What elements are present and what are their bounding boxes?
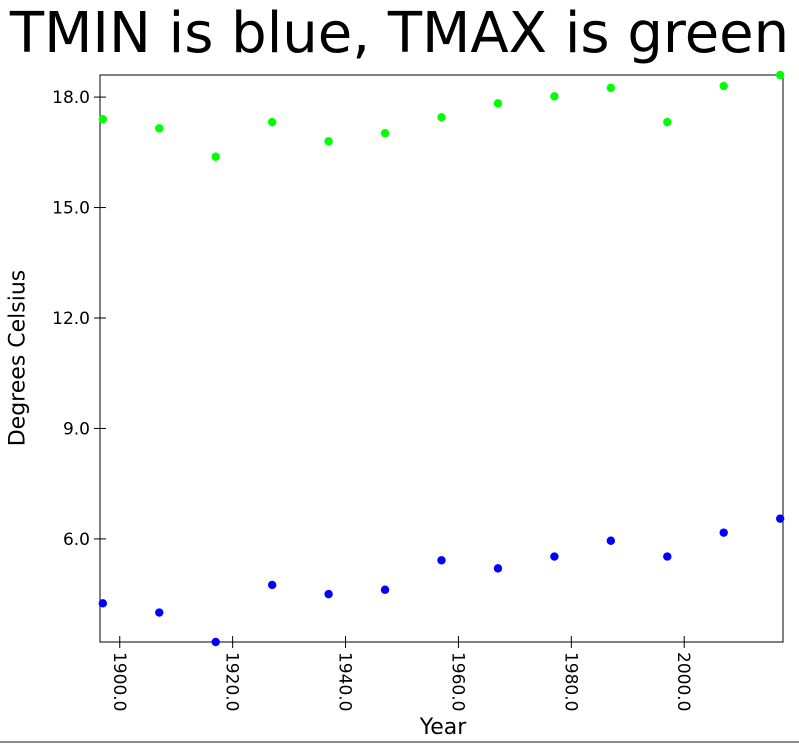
x-tick-label: 1980.0 xyxy=(560,652,580,711)
tmin-point xyxy=(437,556,446,565)
x-tick-label: 1940.0 xyxy=(335,652,355,711)
bottom-divider xyxy=(0,741,799,743)
tmin-point xyxy=(550,552,559,561)
tmin-point xyxy=(211,637,220,647)
tmax-point xyxy=(380,128,390,138)
tmin-point xyxy=(98,599,108,608)
y-tick-label: 12.0 xyxy=(52,309,90,329)
x-tick-label: 1960.0 xyxy=(447,652,467,711)
tmax-point xyxy=(155,124,164,133)
tmin-point xyxy=(606,536,616,545)
x-tick-label: 2000.0 xyxy=(673,652,693,711)
plot-frame xyxy=(99,74,784,643)
tmin-point xyxy=(267,580,277,590)
y-tick-label: 6.0 xyxy=(63,530,90,550)
tmin-point xyxy=(663,552,672,561)
tmax-point xyxy=(775,70,785,80)
tmin-point xyxy=(775,514,785,523)
tmin-point xyxy=(380,585,390,594)
x-axis-label: Year xyxy=(419,715,467,740)
tmax-point xyxy=(493,99,503,108)
x-tick-label: 1900.0 xyxy=(109,652,129,711)
tmax-point xyxy=(437,113,446,122)
tmax-point xyxy=(606,83,616,93)
tmax-point xyxy=(663,117,672,127)
tmax-point xyxy=(267,117,277,127)
x-tick-label: 1920.0 xyxy=(222,652,242,711)
y-tick-label: 18.0 xyxy=(52,88,90,108)
tmax-point xyxy=(98,114,108,124)
tmax-point xyxy=(211,152,220,161)
chart-title: TMIN is blue, TMAX is green xyxy=(9,1,790,66)
y-tick-label: 9.0 xyxy=(63,419,90,439)
tmin-point xyxy=(324,589,333,599)
tmax-point xyxy=(550,92,559,101)
tmax-point xyxy=(324,137,333,146)
tmin-point xyxy=(719,528,728,537)
tmin-point xyxy=(155,608,164,617)
tmax-point xyxy=(719,81,728,91)
tmin-point xyxy=(493,564,503,573)
y-tick-label: 15.0 xyxy=(52,199,90,219)
